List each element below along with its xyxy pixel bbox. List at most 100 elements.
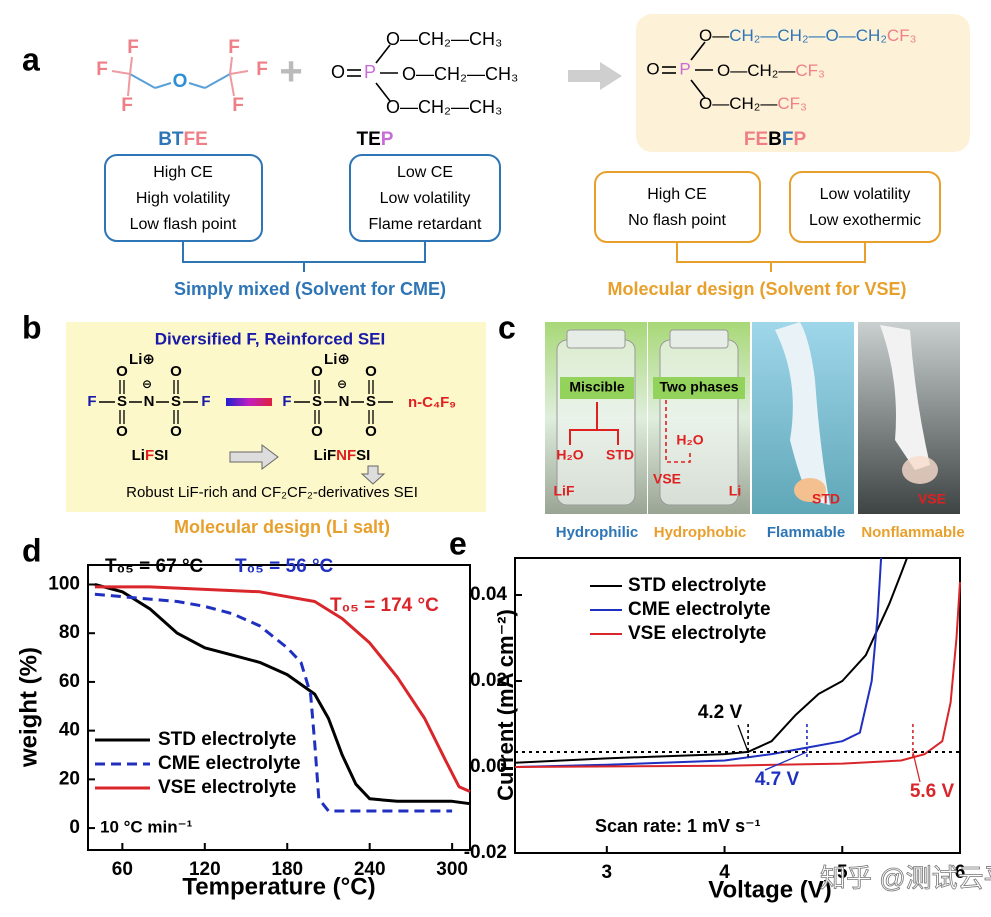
atom: O [365, 363, 377, 380]
bracket [569, 402, 619, 445]
caption: Nonflammable [861, 524, 964, 541]
bond [154, 82, 172, 89]
chain: O—CH₂—CF₃ [717, 61, 825, 80]
series-line [514, 582, 961, 768]
atom: F [228, 37, 240, 58]
x-tick-label: 300 [436, 859, 468, 880]
y-tick-label: 60 [59, 671, 80, 692]
caption: Hydrophilic [556, 524, 639, 541]
molecule-name-part: P [793, 129, 806, 150]
flame-sample [775, 322, 830, 505]
salt-name: LiFSI [132, 447, 169, 464]
y-tick-label: 0 [69, 817, 80, 838]
y-tick-label: 100 [48, 574, 80, 595]
atom: N [144, 393, 155, 410]
atom: O [116, 423, 128, 440]
x-tick-label: 120 [189, 859, 221, 880]
plot-frame [514, 557, 961, 854]
bond [188, 82, 206, 89]
atom: ⊖ [142, 377, 152, 391]
x-axis-label: Temperature (°C) [182, 873, 375, 900]
bond [127, 73, 131, 97]
caption: Simply mixed (Solvent for CME) [174, 279, 446, 299]
chain-part: CF₃ [777, 94, 807, 113]
atom: F [127, 37, 139, 58]
pointer [737, 724, 749, 753]
atom: F [201, 393, 210, 410]
y-axis-label: Current (mA cm⁻²) [493, 609, 518, 801]
molecule-name-part: B [768, 129, 782, 150]
x-tick-label: 4 [719, 862, 730, 883]
molecule-name: BTFE [158, 129, 208, 150]
molecule-name: FEBFP [744, 129, 807, 150]
caption: Hydrophobic [654, 524, 747, 541]
atom: S [117, 393, 127, 410]
series-line [514, 557, 908, 764]
panel-label: e [449, 525, 467, 561]
annotation: T₀₅ = 174 °C [330, 595, 439, 616]
x-tick-label: 180 [271, 859, 303, 880]
bracket [182, 241, 426, 272]
bond [229, 70, 249, 75]
atom: O [646, 59, 659, 78]
property: Low flash point [130, 216, 237, 233]
molecule-name-part: FE [184, 129, 208, 150]
series-line [94, 585, 471, 793]
y-tick-label: 20 [59, 768, 80, 789]
molecule-name-part: F [782, 129, 794, 150]
y-tick-label: 80 [59, 622, 80, 643]
property-box [594, 171, 761, 243]
chain: O—CH₂—CH₃ [402, 64, 518, 84]
y-tick-label: 40 [59, 720, 80, 741]
atom: Li⊕ [324, 351, 350, 368]
caption: Molecular design (Solvent for VSE) [607, 279, 906, 299]
x-axis-label: Voltage (V) [708, 876, 832, 903]
atom: O [311, 423, 323, 440]
photo-text: VSE [918, 491, 946, 507]
atom: S [312, 393, 322, 410]
y-tick-label: -0.02 [464, 842, 507, 863]
arrow [229, 444, 279, 470]
atom: Li⊕ [129, 351, 155, 368]
chain: O—CH₂—CH₂—O—CH₂CF₃ [699, 26, 917, 45]
property: Low CE [397, 164, 453, 181]
legend-label: VSE electrolyte [158, 777, 296, 798]
atom: S [171, 393, 181, 410]
property: High CE [647, 186, 707, 203]
atom: F [282, 393, 291, 410]
series-line [514, 557, 883, 768]
chain-part: CF₃ [887, 26, 917, 45]
bottle-cap [566, 329, 626, 349]
molecule-name-part: BT [158, 129, 184, 150]
chain: O—CH₂—CH₃ [386, 97, 502, 117]
salt-name-part: SI [154, 447, 168, 464]
arrow [568, 62, 622, 90]
x-tick-label: 60 [112, 859, 133, 880]
atom: P [679, 59, 690, 78]
annotation: 4.2 V [698, 702, 743, 723]
annotation: 4.7 V [755, 769, 800, 790]
salt-name-part: NF [336, 447, 356, 464]
y-tick-label: 0.04 [470, 584, 507, 605]
photo-text: H₂O [676, 432, 703, 448]
plot-frame [87, 564, 471, 851]
photo-text: VSE [653, 471, 681, 487]
tag-box [560, 377, 634, 399]
series-line [94, 592, 453, 813]
salt-name-part: Li [132, 447, 145, 464]
annotation: 5.6 V [910, 781, 955, 802]
molecule-name: TEP [357, 129, 394, 150]
legend-label: CME electrolyte [158, 753, 301, 774]
atom: S [366, 393, 376, 410]
bond [129, 56, 133, 75]
molecule-name-part: TE [357, 129, 381, 150]
annotation: T₀₅ = 67 °C [105, 556, 204, 577]
bond [111, 70, 131, 75]
legend-label: STD electrolyte [628, 575, 766, 596]
panel-title: Diversified F, Reinforced SEI [155, 329, 386, 348]
property: Flame retardant [369, 216, 482, 233]
x-tick-label: 3 [602, 862, 613, 883]
atom: O [170, 363, 182, 380]
substituent: n-C₄F₉ [408, 394, 456, 411]
property: High volatility [136, 190, 230, 207]
